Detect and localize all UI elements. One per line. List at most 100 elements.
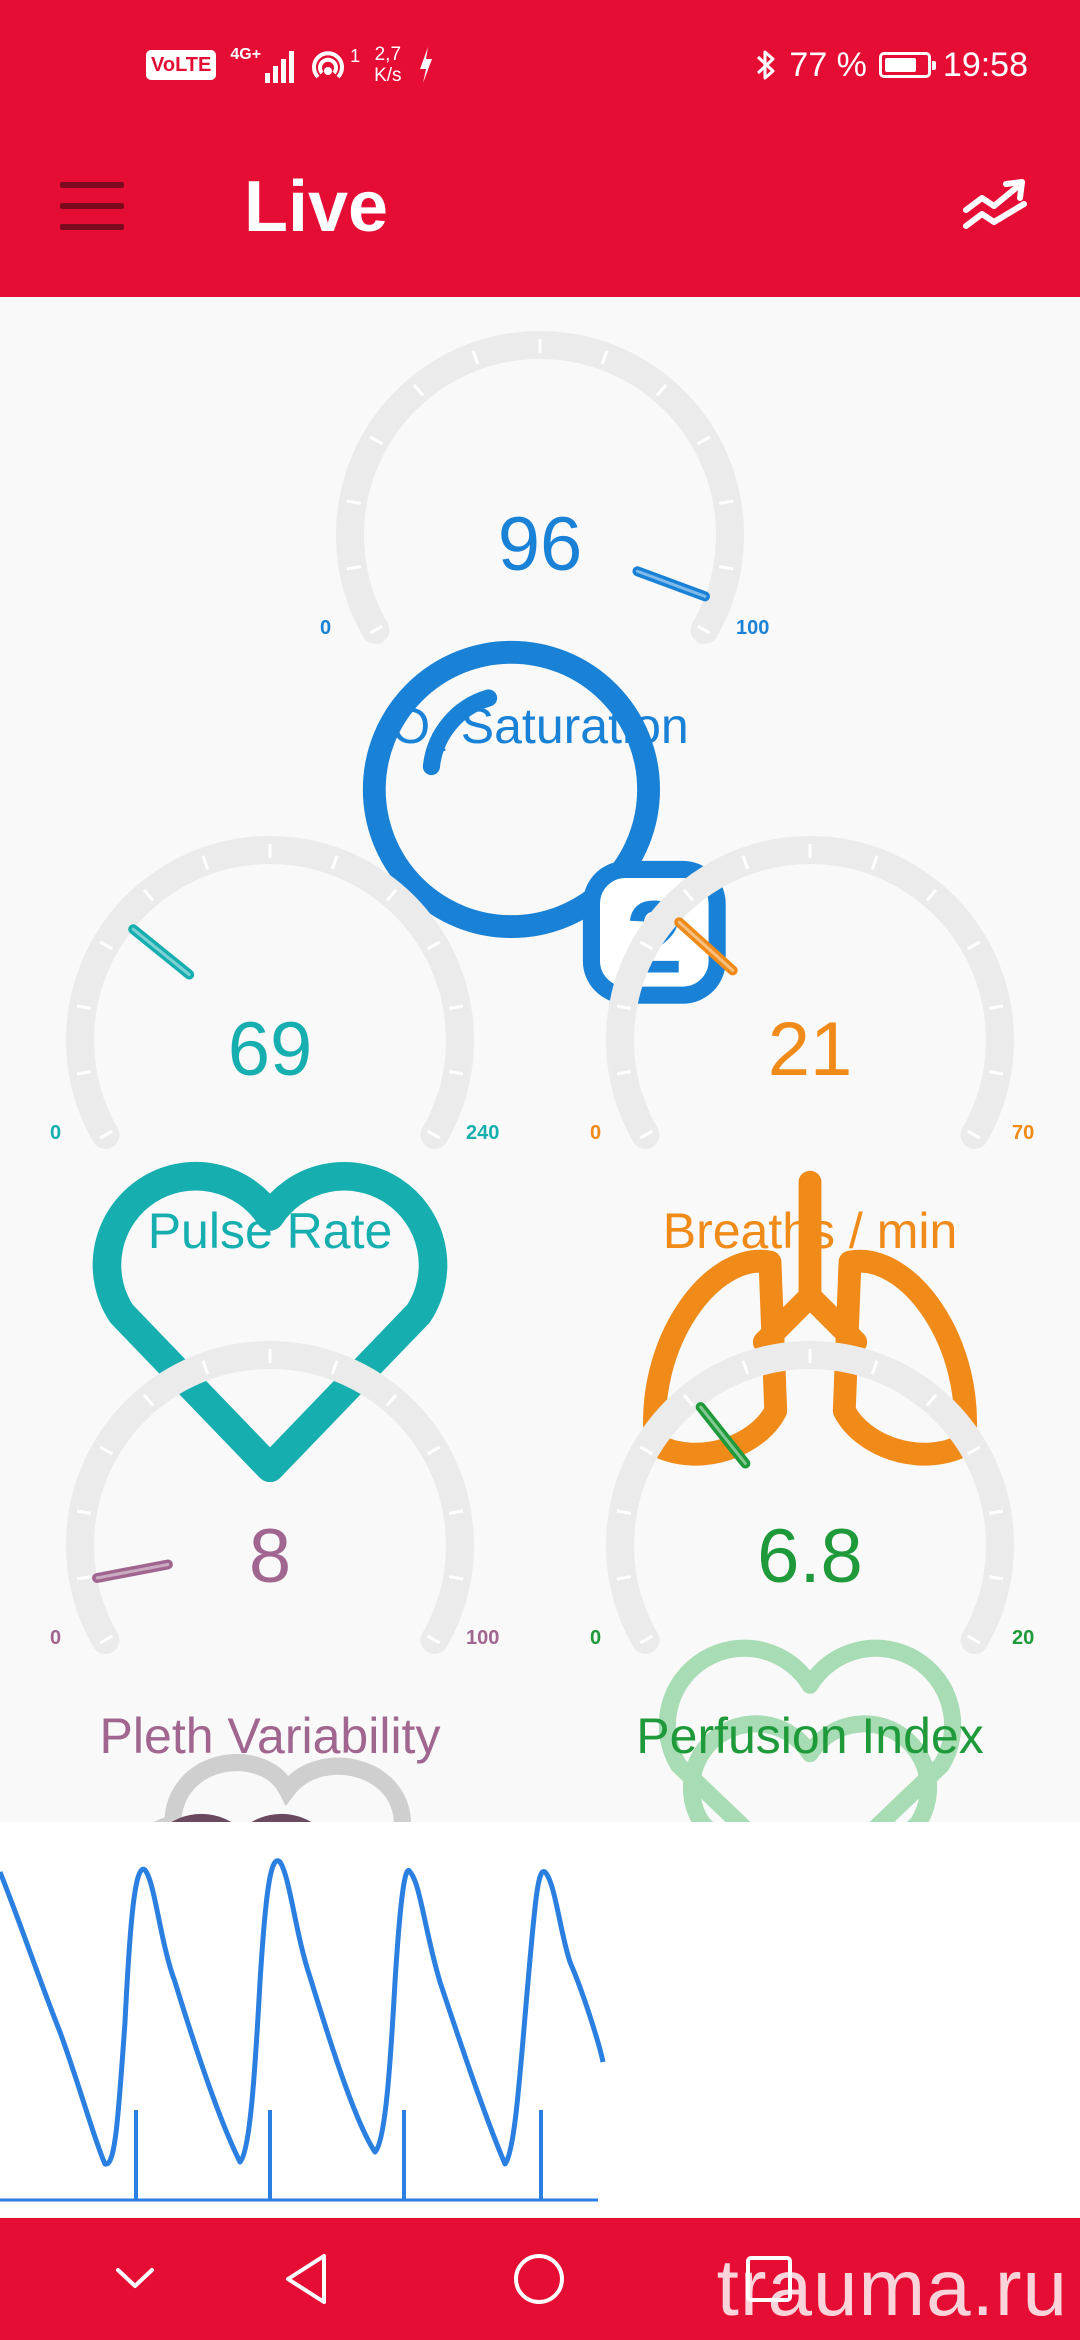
clock: 19:58: [942, 45, 1028, 84]
gauge-min-label: 0: [590, 1122, 602, 1144]
top-bar: VoLTE 4G+ 1 2,7 K/s: [0, 0, 1080, 297]
gauge-value: 96: [497, 502, 583, 587]
bluetooth-icon: [757, 50, 775, 80]
gauge-needle-highlight: [635, 569, 707, 598]
battery-icon: [878, 52, 936, 78]
gauge-tick: [966, 1634, 981, 1645]
gauge-value: 6.8: [757, 1514, 863, 1599]
gauge-tick: [330, 855, 339, 870]
gauge-tick: [600, 350, 609, 365]
gauge-tick: [142, 888, 155, 902]
pleth-waveform: [0, 1858, 606, 2202]
gauge-needle: [92, 1559, 173, 1583]
gauge-max-label: 70: [1012, 1122, 1035, 1144]
beat-markers: [134, 2110, 543, 2200]
trending-chart-icon[interactable]: [958, 166, 1038, 246]
gauge-needle-highlight: [699, 1405, 747, 1465]
gauge-label-main: O: [391, 698, 431, 754]
gauge-tick: [76, 1509, 92, 1515]
gauge-tick: [655, 383, 668, 397]
gauge-tick: [616, 1070, 632, 1076]
gauge-max-label: 20: [1012, 1627, 1035, 1649]
gauge-tick: [966, 1445, 981, 1456]
gauge-tick: [448, 1575, 464, 1581]
gauge-tick: [99, 1129, 114, 1140]
gauge-pleth-variability: 8 0 100 Pleth Variability: [50, 1340, 499, 1996]
gauge-breaths-per-min: 21 0 70 Breaths / min: [590, 835, 1034, 1466]
gauge-tick: [718, 565, 734, 571]
gauge-tick: [369, 624, 384, 635]
gauge-tick: [682, 888, 695, 902]
gauge-tick: [76, 1575, 92, 1581]
system-nav-bar: [0, 2218, 1080, 2340]
gauge-dial: [606, 836, 1014, 1149]
gauge-tick: [142, 1393, 155, 1407]
gauge-needle: [632, 566, 710, 602]
cellular-signal-icon: 4G+: [230, 47, 295, 83]
gauge-tick: [696, 435, 711, 446]
gauge-label: Breaths / min: [662, 1203, 958, 1259]
gauge-needle: [674, 917, 738, 976]
gauge-label-sub: 2: [430, 725, 447, 758]
app-notification-icon: [419, 47, 432, 83]
gauge-tick: [448, 1004, 464, 1010]
gauge-tick: [870, 855, 879, 870]
gauge-tick: [412, 383, 425, 397]
gauge-tick: [448, 1070, 464, 1076]
gauge-needle: [128, 924, 195, 980]
watermark: trauma.ru: [716, 2243, 1068, 2332]
gauge-tick: [616, 1509, 632, 1515]
signal-bars: [265, 49, 295, 83]
gauge-tick: [966, 940, 981, 951]
gauge-tick: [99, 1445, 114, 1456]
gauge-tick: [639, 940, 654, 951]
gauge-dial: [66, 836, 474, 1149]
gauge-max-label: 100: [466, 1627, 500, 1649]
gauge-label: Pulse Rate: [147, 1203, 393, 1259]
gauge-tick: [988, 1004, 1004, 1010]
gauge-max-label: 100: [736, 617, 770, 639]
status-bar: VoLTE 4G+ 1 2,7 K/s: [0, 0, 1080, 130]
gauge-pulse-rate: 69 0 240 Pulse Rate: [50, 835, 499, 1483]
gauge-tick: [682, 1393, 695, 1407]
home-circle-icon[interactable]: [504, 2244, 574, 2314]
pleth-waveform-panel: [0, 1822, 1080, 2218]
waveform-trace: [0, 1858, 606, 2167]
gauge-dial: [66, 1341, 474, 1654]
volte-badge: VoLTE: [146, 50, 217, 80]
heart-icon: [92, 1162, 448, 1483]
gauge-tick: [741, 1360, 750, 1375]
back-triangle-icon[interactable]: [274, 2244, 344, 2314]
gauge-tick: [966, 1129, 981, 1140]
gauge-min-label: 0: [320, 617, 332, 639]
hotspot-icon: 1: [308, 47, 360, 83]
net-speed: 2,7 K/s: [374, 44, 401, 86]
hamburger-menu-icon[interactable]: [56, 176, 128, 236]
status-left-group: VoLTE 4G+ 1 2,7 K/s: [146, 40, 436, 90]
gauge-needle: [695, 1402, 751, 1469]
gauge-tick: [988, 1575, 1004, 1581]
gauge-tick: [201, 855, 210, 870]
gauge-max-label: 240: [466, 1122, 500, 1144]
gauge-min-label: 0: [590, 1627, 602, 1649]
gauge-tick: [448, 1509, 464, 1515]
gauge-tick: [426, 1445, 441, 1456]
gauge-tick: [346, 499, 362, 505]
recents-square-icon[interactable]: [734, 2244, 804, 2314]
gauge-dial: [336, 331, 744, 644]
gauge-tick: [741, 855, 750, 870]
gauge-tick: [99, 940, 114, 951]
gauge-tick: [988, 1070, 1004, 1076]
gauge-min-label: 0: [50, 1122, 62, 1144]
hotspot-count: 1: [350, 46, 361, 66]
gauge-tick: [76, 1004, 92, 1010]
chevron-down-icon[interactable]: [100, 2244, 170, 2314]
page-title: Live: [244, 167, 389, 247]
gauge-tick: [346, 565, 362, 571]
gauge-tick: [925, 888, 938, 902]
gauge-label: O2 Saturation: [280, 696, 800, 772]
app-bar: Live: [0, 130, 1080, 297]
gauge-tick: [385, 888, 398, 902]
gauge-dial: [606, 1341, 1014, 1654]
net-speed-unit: K/s: [374, 65, 402, 86]
